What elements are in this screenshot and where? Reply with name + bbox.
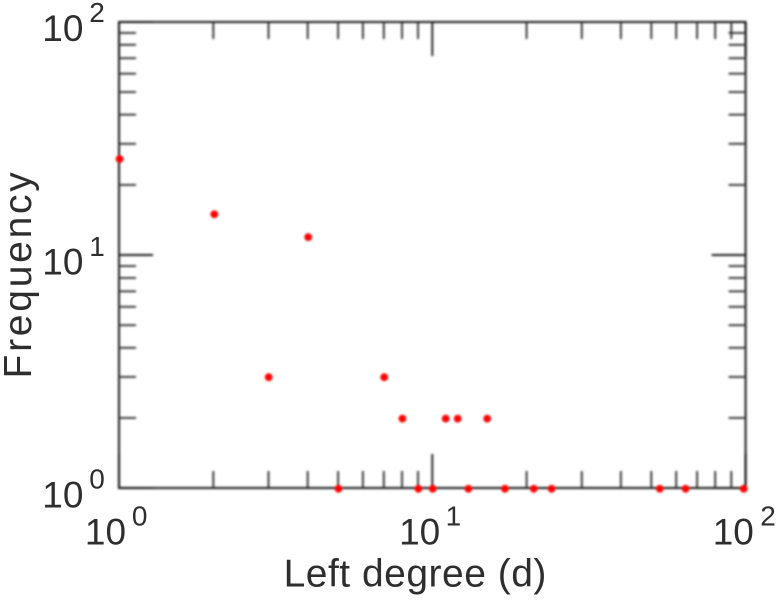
svg-text:2: 2 xyxy=(89,0,105,28)
svg-text:0: 0 xyxy=(89,463,105,494)
svg-text:10: 10 xyxy=(42,242,83,283)
svg-text:10: 10 xyxy=(399,512,440,553)
svg-text:10: 10 xyxy=(713,512,754,553)
svg-text:10: 10 xyxy=(42,8,83,49)
svg-text:0: 0 xyxy=(132,500,148,531)
svg-text:2: 2 xyxy=(760,500,776,531)
svg-text:1: 1 xyxy=(446,500,462,531)
svg-text:10: 10 xyxy=(85,512,126,553)
svg-text:Frequency: Frequency xyxy=(0,169,40,378)
svg-text:10: 10 xyxy=(42,474,83,515)
svg-text:1: 1 xyxy=(89,231,105,262)
svg-text:Left degree (d): Left degree (d) xyxy=(284,552,547,595)
